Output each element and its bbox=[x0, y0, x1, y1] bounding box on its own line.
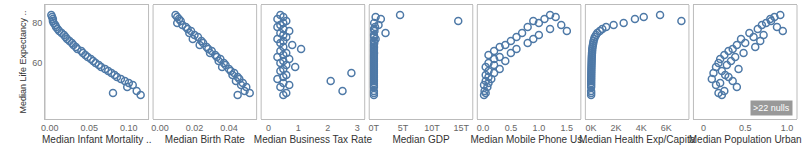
svg-text:1: 1 bbox=[296, 123, 301, 133]
svg-text:6K: 6K bbox=[661, 123, 672, 133]
svg-text:Median Birth Rate: Median Birth Rate bbox=[165, 134, 245, 145]
svg-text:0.00: 0.00 bbox=[41, 123, 59, 133]
svg-text:2: 2 bbox=[325, 123, 330, 133]
svg-text:0T: 0T bbox=[369, 123, 380, 133]
svg-text:80: 80 bbox=[32, 18, 42, 28]
svg-text:Median GDP: Median GDP bbox=[392, 134, 450, 145]
svg-text:Median Population Urban: Median Population Urban bbox=[689, 134, 802, 145]
svg-text:Median Health Exp/Capita: Median Health Exp/Capita bbox=[579, 134, 696, 145]
svg-text:0K: 0K bbox=[586, 123, 597, 133]
svg-text:0.04: 0.04 bbox=[220, 123, 238, 133]
svg-text:0.10: 0.10 bbox=[120, 123, 138, 133]
svg-text:0.00: 0.00 bbox=[151, 123, 169, 133]
svg-text:Median Infant Mortality ..: Median Infant Mortality .. bbox=[42, 134, 152, 145]
svg-text:5T: 5T bbox=[398, 123, 409, 133]
svg-text:1.0: 1.0 bbox=[781, 123, 794, 133]
svg-text:Median Life Expectancy ..: Median Life Expectancy .. bbox=[18, 10, 28, 113]
svg-text:1.0: 1.0 bbox=[533, 123, 546, 133]
svg-text:Median Mobile Phone Us..: Median Mobile Phone Us.. bbox=[470, 134, 587, 145]
svg-text:0.0: 0.0 bbox=[477, 123, 490, 133]
svg-text:0: 0 bbox=[266, 123, 271, 133]
svg-text:0.02: 0.02 bbox=[186, 123, 204, 133]
svg-text:60: 60 bbox=[32, 58, 42, 68]
svg-text:0.05: 0.05 bbox=[81, 123, 99, 133]
svg-text:>22 nulls: >22 nulls bbox=[753, 103, 790, 113]
svg-text:0.5: 0.5 bbox=[739, 123, 752, 133]
svg-text:1.5: 1.5 bbox=[561, 123, 574, 133]
svg-text:10T: 10T bbox=[424, 123, 440, 133]
svg-text:15T: 15T bbox=[453, 123, 469, 133]
svg-text:0: 0 bbox=[701, 123, 706, 133]
svg-text:4K: 4K bbox=[636, 123, 647, 133]
svg-text:2K: 2K bbox=[611, 123, 622, 133]
svg-text:Median Business Tax Rate: Median Business Tax Rate bbox=[254, 134, 373, 145]
svg-text:0.5: 0.5 bbox=[505, 123, 518, 133]
svg-text:3: 3 bbox=[355, 123, 360, 133]
